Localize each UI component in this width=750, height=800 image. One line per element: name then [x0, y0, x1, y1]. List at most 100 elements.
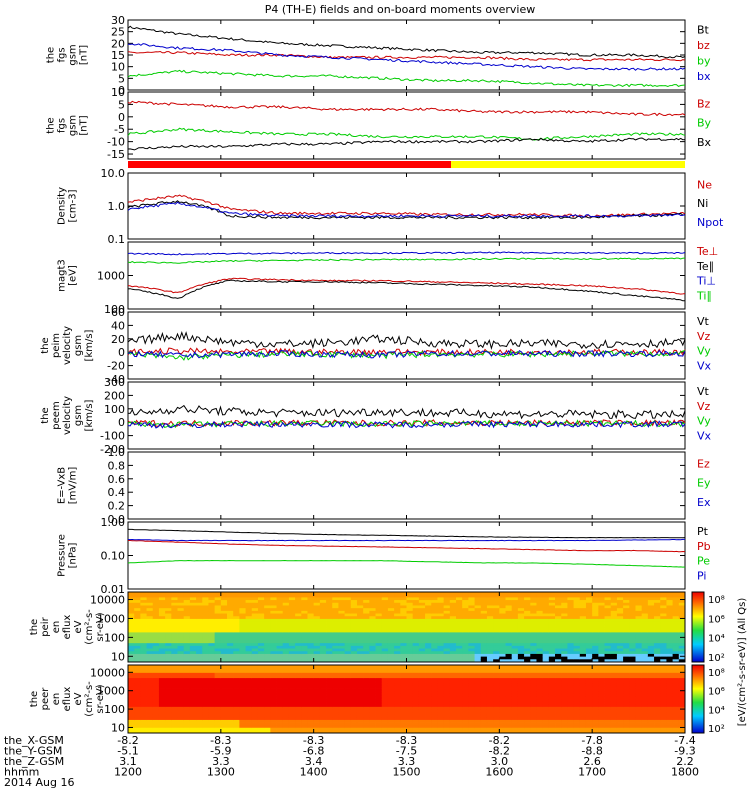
y-axis-label: thefgsgsm[nT] — [46, 115, 90, 136]
y-axis-label: thepeerenefluxeV(cm²-s-sr-eV) — [29, 681, 106, 717]
y-tick-label: 1000 — [97, 270, 125, 283]
y-tick-label: 15 — [111, 49, 125, 62]
axis-row-value: -7.8 — [581, 734, 602, 747]
panel-density: 0.1 1.0 10.0 Density[cm-3] Ne Ni Npot — [57, 167, 724, 246]
panel-frame — [127, 91, 686, 160]
legend-entry: By — [697, 117, 712, 130]
axis-row-value: -8.3 — [210, 734, 231, 747]
axis-row-label: the_Y-GSM — [4, 745, 62, 758]
y-tick-label: 10 — [111, 86, 125, 99]
y-tick-label: 1.00 — [101, 516, 126, 529]
y-axis-label: E=-VxB[mV/m] — [57, 467, 79, 505]
legend-entry: bx — [697, 70, 711, 83]
panel-efield: 0.00.20.40.60.81.0 E=-VxB[mV/m] Ez Ey Ex — [57, 446, 711, 526]
y-tick-label: 10000 — [90, 594, 125, 607]
plot-title: P4 (TH-E) fields and on-board moments ov… — [265, 3, 536, 16]
axis-row-label: the_X-GSM — [4, 734, 64, 747]
axis-row-value: 3.4 — [305, 755, 323, 768]
colorbar: 10⁸ 10⁶ 10⁴ 10² 10⁸ 10⁶ 10⁴ 10² [eV/(cm²-s-sr-eV… — [691, 591, 748, 735]
axis-row-value: 1300 — [207, 766, 235, 779]
panel-peir_en_eflux: 10 100 1000 10000 thepeirenefluxeV(cm²-s-sr-… — [29, 591, 686, 663]
legend-entry: Pe — [697, 555, 710, 568]
series-line-Vt — [127, 331, 686, 350]
y-tick-label: 40 — [111, 319, 125, 332]
y-tick-label: 100 — [104, 703, 125, 716]
axis-row-value: 1600 — [485, 766, 513, 779]
panel-frame — [127, 172, 686, 240]
axis-row-value: 1200 — [114, 766, 142, 779]
series-line-Vx — [127, 349, 686, 359]
series-line-Vx — [127, 420, 686, 429]
panels: 051015202530thefgsgsm[nT]Btbzbybx-15-10-… — [29, 14, 724, 734]
y-axis-label: magt3[eV] — [57, 259, 79, 292]
panel-temperature: 100 1000 magt3[eV] Te⊥ Te∥ Ti⊥ Ti∥ — [57, 241, 718, 316]
legend-entry: Vz — [697, 330, 711, 343]
y-tick-label: 100 — [104, 403, 125, 416]
y-tick-label: 0 — [118, 416, 125, 429]
y-axis-label: thefgsgsm[nT] — [46, 44, 90, 65]
series-line-Te⊥ — [127, 277, 686, 295]
y-tick-label: 1.0 — [108, 446, 126, 459]
mode-bar-yellow — [451, 161, 685, 168]
legend-entry: Ti∥ — [696, 290, 712, 303]
y-axis-label: thepeimvelocitygsm[km/s] — [40, 326, 95, 365]
y-tick-label: 100 — [104, 303, 125, 316]
y-tick-label: -15 — [107, 148, 125, 161]
colorbar-tick: 10⁸ — [708, 595, 725, 606]
y-tick-label: 10 — [111, 61, 125, 74]
legend-entry: Vt — [697, 315, 710, 328]
legend-entry: Vt — [697, 385, 710, 398]
y-tick-label: 0.6 — [108, 473, 126, 486]
legend-entry: Ti⊥ — [696, 275, 716, 288]
legend-entry: Vy — [697, 345, 711, 358]
colorbar-tick: 10⁶ — [708, 614, 725, 625]
y-tick-label: 0.1 — [108, 233, 126, 246]
y-axis-label: Pressure[nPa] — [57, 534, 79, 577]
legend-entry: by — [697, 54, 711, 67]
colorbar-label: [eV/(cm²-s-sr-eV)] (All Qs) — [737, 598, 748, 727]
series-line-Ti⊥ — [127, 251, 686, 256]
y-tick-label: 0.8 — [108, 459, 126, 472]
y-tick-label: -10 — [107, 136, 125, 149]
legend-entry: Npot — [697, 216, 724, 229]
series-line-Te∥ — [127, 279, 686, 302]
y-tick-label: 1000 — [97, 685, 125, 698]
y-tick-label: 200 — [104, 389, 125, 402]
axis-row-label: hhmm — [4, 766, 39, 779]
legend-entry: Vz — [697, 400, 711, 413]
legend-entry: Vy — [697, 415, 711, 428]
panel-peer_en_eflux: 10 100 1000 10000 thepeerenefluxeV(cm²-s-sr-… — [29, 664, 686, 734]
legend-entry: Ez — [697, 457, 710, 470]
colorbar-tick: 10⁸ — [708, 668, 725, 679]
y-tick-label: 0.01 — [101, 583, 126, 596]
y-tick-label: 0.10 — [101, 550, 126, 563]
legend-entry: Pt — [697, 525, 709, 538]
series-line-By — [127, 127, 686, 141]
y-tick-label: -40 — [107, 373, 125, 386]
y-axis-label: thepeemvelocitygsm[km/s] — [40, 396, 95, 435]
y-tick-label: 300 — [104, 376, 125, 389]
y-tick-label: -5 — [114, 123, 125, 136]
y-tick-label: 20 — [111, 37, 125, 50]
panel-frame — [127, 451, 686, 520]
axis-row-value: 1400 — [300, 766, 328, 779]
series-line-by — [127, 69, 686, 88]
axis-row-value: -5.1 — [117, 745, 138, 758]
series-line-Vy — [127, 349, 686, 361]
panel-frame — [127, 521, 686, 590]
series-line-Pe — [127, 559, 686, 568]
y-tick-label: 0.0 — [108, 513, 126, 526]
legend-entry: Ne — [697, 178, 712, 191]
series-line-bx — [127, 43, 686, 71]
series-line-Vt — [127, 404, 686, 420]
panel-frame — [127, 311, 686, 380]
mode-bar-red — [128, 161, 452, 168]
axis-row-value: 3.1 — [119, 755, 137, 768]
series-line-bz — [127, 50, 686, 62]
legend-entry: Pi — [697, 570, 706, 583]
legend-entry: Ex — [697, 496, 711, 509]
heatmap-peir_en_eflux — [128, 592, 686, 663]
